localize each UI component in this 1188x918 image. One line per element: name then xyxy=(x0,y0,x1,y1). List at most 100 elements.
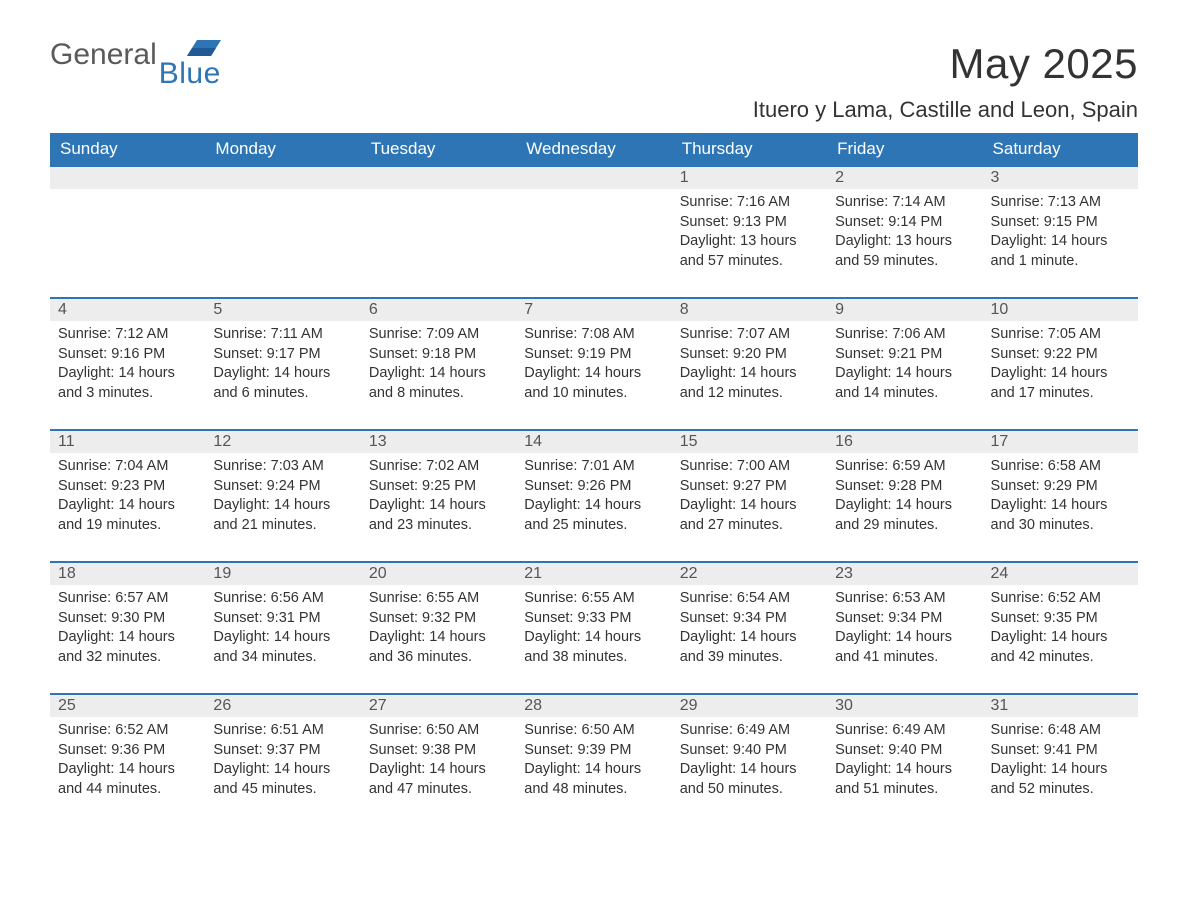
sunset-text: Sunset: 9:40 PM xyxy=(835,741,974,761)
day-number-row-empty xyxy=(50,167,205,189)
day-body: Sunrise: 7:16 AMSunset: 9:13 PMDaylight:… xyxy=(672,189,827,279)
daylight-text: Daylight: 14 hours and 17 minutes. xyxy=(991,364,1130,403)
sunset-text: Sunset: 9:33 PM xyxy=(524,609,663,629)
calendar-day-cell: 5Sunrise: 7:11 AMSunset: 9:17 PMDaylight… xyxy=(205,298,360,430)
sunrise-text: Sunrise: 6:56 AM xyxy=(213,589,352,609)
sunset-text: Sunset: 9:26 PM xyxy=(524,477,663,497)
daylight-text: Daylight: 14 hours and 45 minutes. xyxy=(213,760,352,799)
day-number: 15 xyxy=(680,433,698,450)
daylight-text: Daylight: 14 hours and 50 minutes. xyxy=(680,760,819,799)
daylight-text: Daylight: 14 hours and 1 minute. xyxy=(991,232,1130,271)
sunset-text: Sunset: 9:31 PM xyxy=(213,609,352,629)
day-number-row: 7 xyxy=(516,299,671,321)
calendar-day-cell: 25Sunrise: 6:52 AMSunset: 9:36 PMDayligh… xyxy=(50,694,205,826)
sunrise-text: Sunrise: 6:58 AM xyxy=(991,457,1130,477)
day-number: 26 xyxy=(213,697,231,714)
daylight-text: Daylight: 14 hours and 29 minutes. xyxy=(835,496,974,535)
calendar-day-cell xyxy=(516,166,671,298)
calendar-day-cell: 27Sunrise: 6:50 AMSunset: 9:38 PMDayligh… xyxy=(361,694,516,826)
day-number-row: 9 xyxy=(827,299,982,321)
day-number: 28 xyxy=(524,697,542,714)
calendar-day-cell: 9Sunrise: 7:06 AMSunset: 9:21 PMDaylight… xyxy=(827,298,982,430)
sunset-text: Sunset: 9:23 PM xyxy=(58,477,197,497)
daylight-text: Daylight: 13 hours and 59 minutes. xyxy=(835,232,974,271)
brand-logo: General Blue xyxy=(50,40,221,91)
daylight-text: Daylight: 14 hours and 42 minutes. xyxy=(991,628,1130,667)
daylight-text: Daylight: 13 hours and 57 minutes. xyxy=(680,232,819,271)
calendar-day-cell: 1Sunrise: 7:16 AMSunset: 9:13 PMDaylight… xyxy=(672,166,827,298)
day-number: 11 xyxy=(58,433,75,450)
calendar-day-cell: 20Sunrise: 6:55 AMSunset: 9:32 PMDayligh… xyxy=(361,562,516,694)
day-body: Sunrise: 7:11 AMSunset: 9:17 PMDaylight:… xyxy=(205,321,360,411)
day-number: 19 xyxy=(213,565,231,582)
day-number: 23 xyxy=(835,565,853,582)
day-number: 6 xyxy=(369,301,378,318)
day-body: Sunrise: 6:53 AMSunset: 9:34 PMDaylight:… xyxy=(827,585,982,675)
day-body: Sunrise: 7:13 AMSunset: 9:15 PMDaylight:… xyxy=(983,189,1138,279)
daylight-text: Daylight: 14 hours and 10 minutes. xyxy=(524,364,663,403)
day-number-row: 21 xyxy=(516,563,671,585)
location-subtitle: Ituero y Lama, Castille and Leon, Spain xyxy=(50,97,1138,123)
weekday-header-row: SundayMondayTuesdayWednesdayThursdayFrid… xyxy=(50,133,1138,166)
weekday-header: Monday xyxy=(205,133,360,166)
sunset-text: Sunset: 9:41 PM xyxy=(991,741,1130,761)
sunrise-text: Sunrise: 7:03 AM xyxy=(213,457,352,477)
weekday-header: Wednesday xyxy=(516,133,671,166)
day-number: 22 xyxy=(680,565,698,582)
day-body: Sunrise: 7:07 AMSunset: 9:20 PMDaylight:… xyxy=(672,321,827,411)
day-body: Sunrise: 6:49 AMSunset: 9:40 PMDaylight:… xyxy=(827,717,982,807)
day-number-row: 29 xyxy=(672,695,827,717)
day-number-row: 5 xyxy=(205,299,360,321)
day-number: 10 xyxy=(991,301,1009,318)
day-number-row: 3 xyxy=(983,167,1138,189)
day-number: 17 xyxy=(991,433,1009,450)
calendar-day-cell: 30 Sunrise: 6:49 AMSunset: 9:40 PMDayligh… xyxy=(827,694,982,826)
calendar-week-row: 11Sunrise: 7:04 AMSunset: 9:23 PMDayligh… xyxy=(50,430,1138,562)
day-number: 2 xyxy=(835,169,844,186)
sunrise-text: Sunrise: 7:06 AM xyxy=(835,325,974,345)
day-number: 25 xyxy=(58,697,76,714)
calendar-day-cell: 11Sunrise: 7:04 AMSunset: 9:23 PMDayligh… xyxy=(50,430,205,562)
daylight-text: Daylight: 14 hours and 34 minutes. xyxy=(213,628,352,667)
day-body: Sunrise: 7:14 AMSunset: 9:14 PMDaylight:… xyxy=(827,189,982,279)
daylight-text: Daylight: 14 hours and 27 minutes. xyxy=(680,496,819,535)
day-body: Sunrise: 7:12 AMSunset: 9:16 PMDaylight:… xyxy=(50,321,205,411)
day-number-row-empty xyxy=(205,167,360,189)
daylight-text: Daylight: 14 hours and 39 minutes. xyxy=(680,628,819,667)
day-number: 30 xyxy=(835,697,853,714)
day-body: Sunrise: 7:08 AMSunset: 9:19 PMDaylight:… xyxy=(516,321,671,411)
day-number-row: 23 xyxy=(827,563,982,585)
daylight-text: Daylight: 14 hours and 47 minutes. xyxy=(369,760,508,799)
day-number: 14 xyxy=(524,433,542,450)
day-number: 4 xyxy=(58,301,67,318)
calendar-day-cell: 2 Sunrise: 7:14 AMSunset: 9:14 PMDaylight… xyxy=(827,166,982,298)
calendar-day-cell: 29Sunrise: 6:49 AMSunset: 9:40 PMDayligh… xyxy=(672,694,827,826)
day-body: Sunrise: 6:51 AMSunset: 9:37 PMDaylight:… xyxy=(205,717,360,807)
calendar-day-cell: 16Sunrise: 6:59 AMSunset: 9:28 PMDayligh… xyxy=(827,430,982,562)
sunset-text: Sunset: 9:20 PM xyxy=(680,345,819,365)
day-number: 12 xyxy=(213,433,231,450)
day-body: Sunrise: 6:55 AMSunset: 9:32 PMDaylight:… xyxy=(361,585,516,675)
sunrise-text: Sunrise: 6:55 AM xyxy=(369,589,508,609)
sunrise-text: Sunrise: 6:50 AM xyxy=(369,721,508,741)
sunrise-text: Sunrise: 7:12 AM xyxy=(58,325,197,345)
sunset-text: Sunset: 9:39 PM xyxy=(524,741,663,761)
sunrise-text: Sunrise: 7:02 AM xyxy=(369,457,508,477)
sunrise-text: Sunrise: 6:57 AM xyxy=(58,589,197,609)
weekday-header: Friday xyxy=(827,133,982,166)
day-number-row: 24 xyxy=(983,563,1138,585)
sunrise-text: Sunrise: 7:01 AM xyxy=(524,457,663,477)
day-number-row: 12 xyxy=(205,431,360,453)
day-number-row: 19 xyxy=(205,563,360,585)
day-number-row: 15 xyxy=(672,431,827,453)
sunrise-text: Sunrise: 6:59 AM xyxy=(835,457,974,477)
daylight-text: Daylight: 14 hours and 44 minutes. xyxy=(58,760,197,799)
day-body: Sunrise: 7:06 AMSunset: 9:21 PMDaylight:… xyxy=(827,321,982,411)
daylight-text: Daylight: 14 hours and 32 minutes. xyxy=(58,628,197,667)
daylight-text: Daylight: 14 hours and 12 minutes. xyxy=(680,364,819,403)
calendar-day-cell xyxy=(50,166,205,298)
calendar-day-cell: 31Sunrise: 6:48 AMSunset: 9:41 PMDayligh… xyxy=(983,694,1138,826)
sunset-text: Sunset: 9:16 PM xyxy=(58,345,197,365)
calendar-day-cell: 8Sunrise: 7:07 AMSunset: 9:20 PMDaylight… xyxy=(672,298,827,430)
sunset-text: Sunset: 9:22 PM xyxy=(991,345,1130,365)
